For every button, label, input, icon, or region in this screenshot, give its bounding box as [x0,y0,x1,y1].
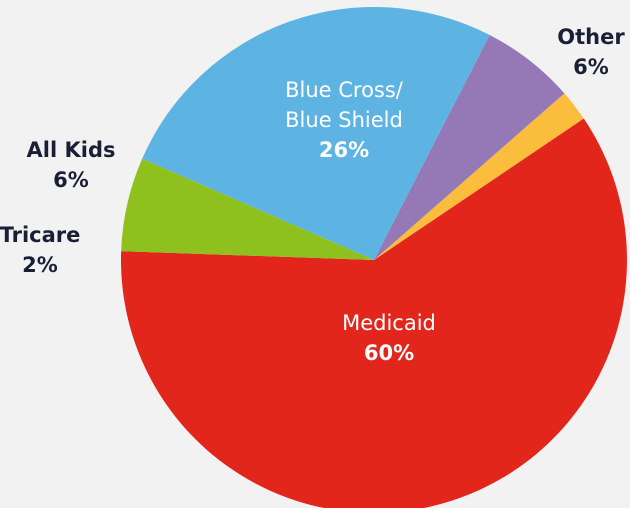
slice-name-text: Blue Cross/ [285,78,404,102]
pie-slice-tricare [374,93,584,260]
pie-slice-blue-cross-blue-shield [142,6,490,260]
pie-slice-other [121,158,375,260]
slice-label-medicaid: Medicaid 60% [342,311,436,365]
slice-label-blue-cross-blue-shield: Blue Cross/Blue Shield 26% [285,78,404,162]
slice-percent-text: 2% [22,253,58,277]
pie-slices [121,6,627,508]
slice-label-other: Other 6% [557,25,625,79]
pie-slice-all-kids [374,34,565,261]
slice-label-all-kids: All Kids 6% [27,138,116,192]
slice-percent-text: 6% [53,168,89,192]
slice-name-text: Blue Shield [285,108,403,132]
slice-percent-text: 6% [573,55,609,79]
slice-label-tricare: Tricare 2% [0,223,80,277]
slice-percent-text: 60% [364,341,414,365]
slice-name-text: Medicaid [342,311,436,335]
slice-name-text: Tricare [0,223,80,247]
slice-name-text: Other [557,25,625,49]
slice-name-text: All Kids [27,138,116,162]
pie-slice-medicaid [121,118,627,508]
slice-percent-text: 26% [319,138,369,162]
pie-labels: Medicaid 60% Tricare 2% All Kids 6% Blue Cross… [0,25,625,365]
